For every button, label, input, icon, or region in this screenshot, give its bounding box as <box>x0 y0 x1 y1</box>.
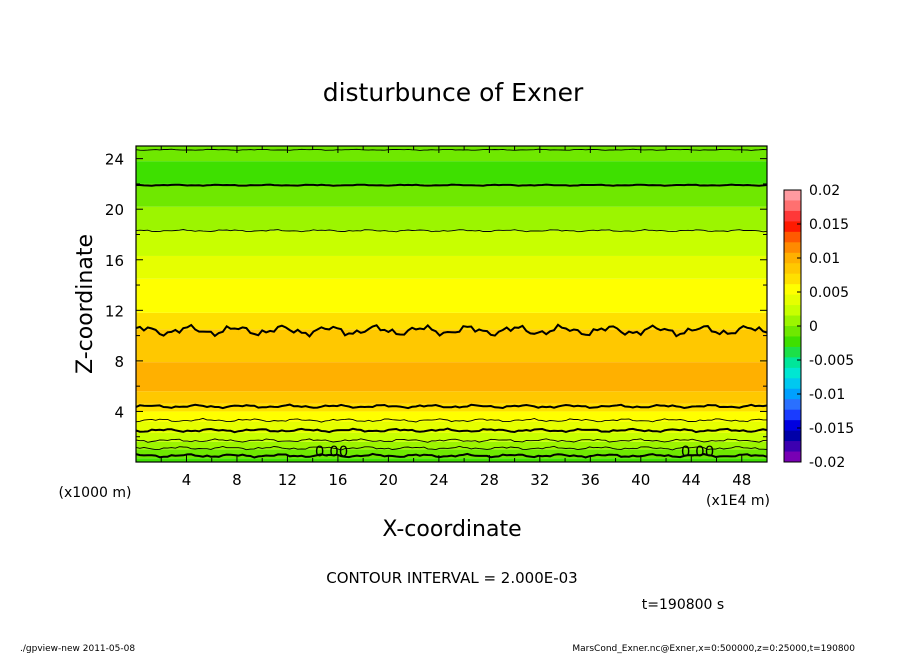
colorbar-segment <box>784 231 801 243</box>
colorbar-label: -0.015 <box>809 421 854 437</box>
contour-band <box>136 183 767 207</box>
colorbar-label: 0 <box>809 319 818 335</box>
contour-interval-text: CONTOUR INTERVAL = 2.000E-03 <box>326 569 577 587</box>
contour-band <box>136 391 767 404</box>
colorbar-segment <box>784 357 801 369</box>
x-tick-label: 4 <box>182 471 192 489</box>
colorbar-label: 0.02 <box>809 183 840 199</box>
y-tick-label: 12 <box>105 302 124 320</box>
x-axis-unit: (x1E4 m) <box>706 493 770 509</box>
footer-right-text: MarsCond_Exner.nc@Exner,x=0:500000,z=0:2… <box>572 644 855 654</box>
colorbar-segment <box>784 430 801 442</box>
y-axis-unit: (x1000 m) <box>59 485 132 501</box>
y-tick-label: 4 <box>114 403 124 421</box>
colorbar-segment <box>784 378 801 390</box>
contour-line <box>135 417 767 423</box>
y-tick-label: 8 <box>114 353 124 371</box>
colorbar-segment <box>784 367 801 379</box>
contour-band <box>136 278 767 313</box>
colorbar-segment <box>784 200 801 212</box>
x-tick-label: 24 <box>429 471 448 489</box>
contour-band <box>136 230 767 256</box>
contour-band <box>136 362 767 392</box>
plot-frame <box>135 145 768 463</box>
contour-line <box>135 427 768 434</box>
contour-line <box>135 445 768 451</box>
contour-line <box>135 438 768 443</box>
contour-line <box>135 148 768 151</box>
contour-label: 0.00 <box>315 442 348 460</box>
colorbar-segment <box>784 190 801 201</box>
colorbar-segment <box>784 273 801 285</box>
colorbar-segment <box>784 336 801 348</box>
colorbar-segment <box>784 451 801 463</box>
colorbar-segment <box>784 399 801 411</box>
colorbar-segment <box>784 441 801 453</box>
y-tick-label: 20 <box>105 201 124 219</box>
contour-band <box>136 449 767 459</box>
x-tick-label: 32 <box>530 471 549 489</box>
contour-band <box>136 432 767 442</box>
contour-band <box>136 329 767 363</box>
contour-band <box>136 161 767 184</box>
colorbar-segment <box>784 420 801 432</box>
colorbar-segment <box>784 409 801 421</box>
colorbar-segment <box>784 388 801 400</box>
colorbar-label: -0.02 <box>809 455 845 471</box>
contour-line <box>135 403 768 410</box>
contour-line <box>135 452 768 459</box>
y-tick-label: 16 <box>105 252 124 270</box>
y-axis-ticks: 4 8 12 16 20 24 <box>105 151 767 438</box>
colorbar-segment <box>784 294 801 306</box>
time-text: t=190800 s <box>642 597 724 613</box>
contour-band <box>136 441 767 450</box>
colorbar-segment <box>784 284 801 296</box>
x-tick-label: 20 <box>379 471 398 489</box>
contour-label: 0.00 <box>681 442 714 460</box>
colorbar: 0.02 0.015 0.01 0.005 0 -0.005 -0.01 -0.015 -0.0… <box>783 183 854 471</box>
colorbar-segment <box>784 210 801 222</box>
contour-band <box>136 255 767 279</box>
contour-line <box>136 183 768 187</box>
y-axis-label: Z-coordinate <box>73 234 98 374</box>
contour-band <box>136 312 767 330</box>
contour-line <box>135 229 768 233</box>
x-tick-label: 36 <box>581 471 600 489</box>
colorbar-label: 0.01 <box>809 251 840 267</box>
x-tick-label: 44 <box>682 471 701 489</box>
x-tick-label: 16 <box>328 471 347 489</box>
footer-left-text: ./gpview-new 2011-05-08 <box>20 644 135 654</box>
colorbar-segment <box>784 346 801 358</box>
x-tick-label: 28 <box>480 471 499 489</box>
x-tick-label: 40 <box>631 471 650 489</box>
y-tick-label: 24 <box>105 151 124 169</box>
colorbar-segment <box>784 305 801 317</box>
contour-band <box>136 458 767 462</box>
colorbar-segment <box>784 252 801 264</box>
colorbar-segment <box>784 315 801 327</box>
colorbar-segment <box>784 326 801 337</box>
colorbar-label: -0.01 <box>809 387 845 403</box>
contour-band <box>136 411 767 422</box>
x-axis-ticks: 4 8 12 16 20 24 28 32 36 40 44 48 <box>160 146 751 489</box>
colorbar-label: -0.005 <box>809 353 854 369</box>
chart-title: disturbunce of Exner <box>323 78 584 107</box>
contour-band <box>136 421 767 433</box>
x-tick-label: 48 <box>732 471 751 489</box>
colorbar-segment <box>784 221 801 233</box>
plot-area: 0.00 0.00 <box>135 146 768 462</box>
contour-band <box>136 206 767 231</box>
contour-band <box>136 146 767 162</box>
colorbar-label: 0.015 <box>809 217 849 233</box>
x-axis-label: X-coordinate <box>382 517 521 542</box>
colorbar-segment <box>784 242 801 254</box>
colorbar-segment <box>784 263 801 275</box>
contour-line <box>135 323 768 338</box>
x-tick-label: 12 <box>278 471 297 489</box>
x-tick-label: 8 <box>232 471 242 489</box>
colorbar-label: 0.005 <box>809 285 849 301</box>
